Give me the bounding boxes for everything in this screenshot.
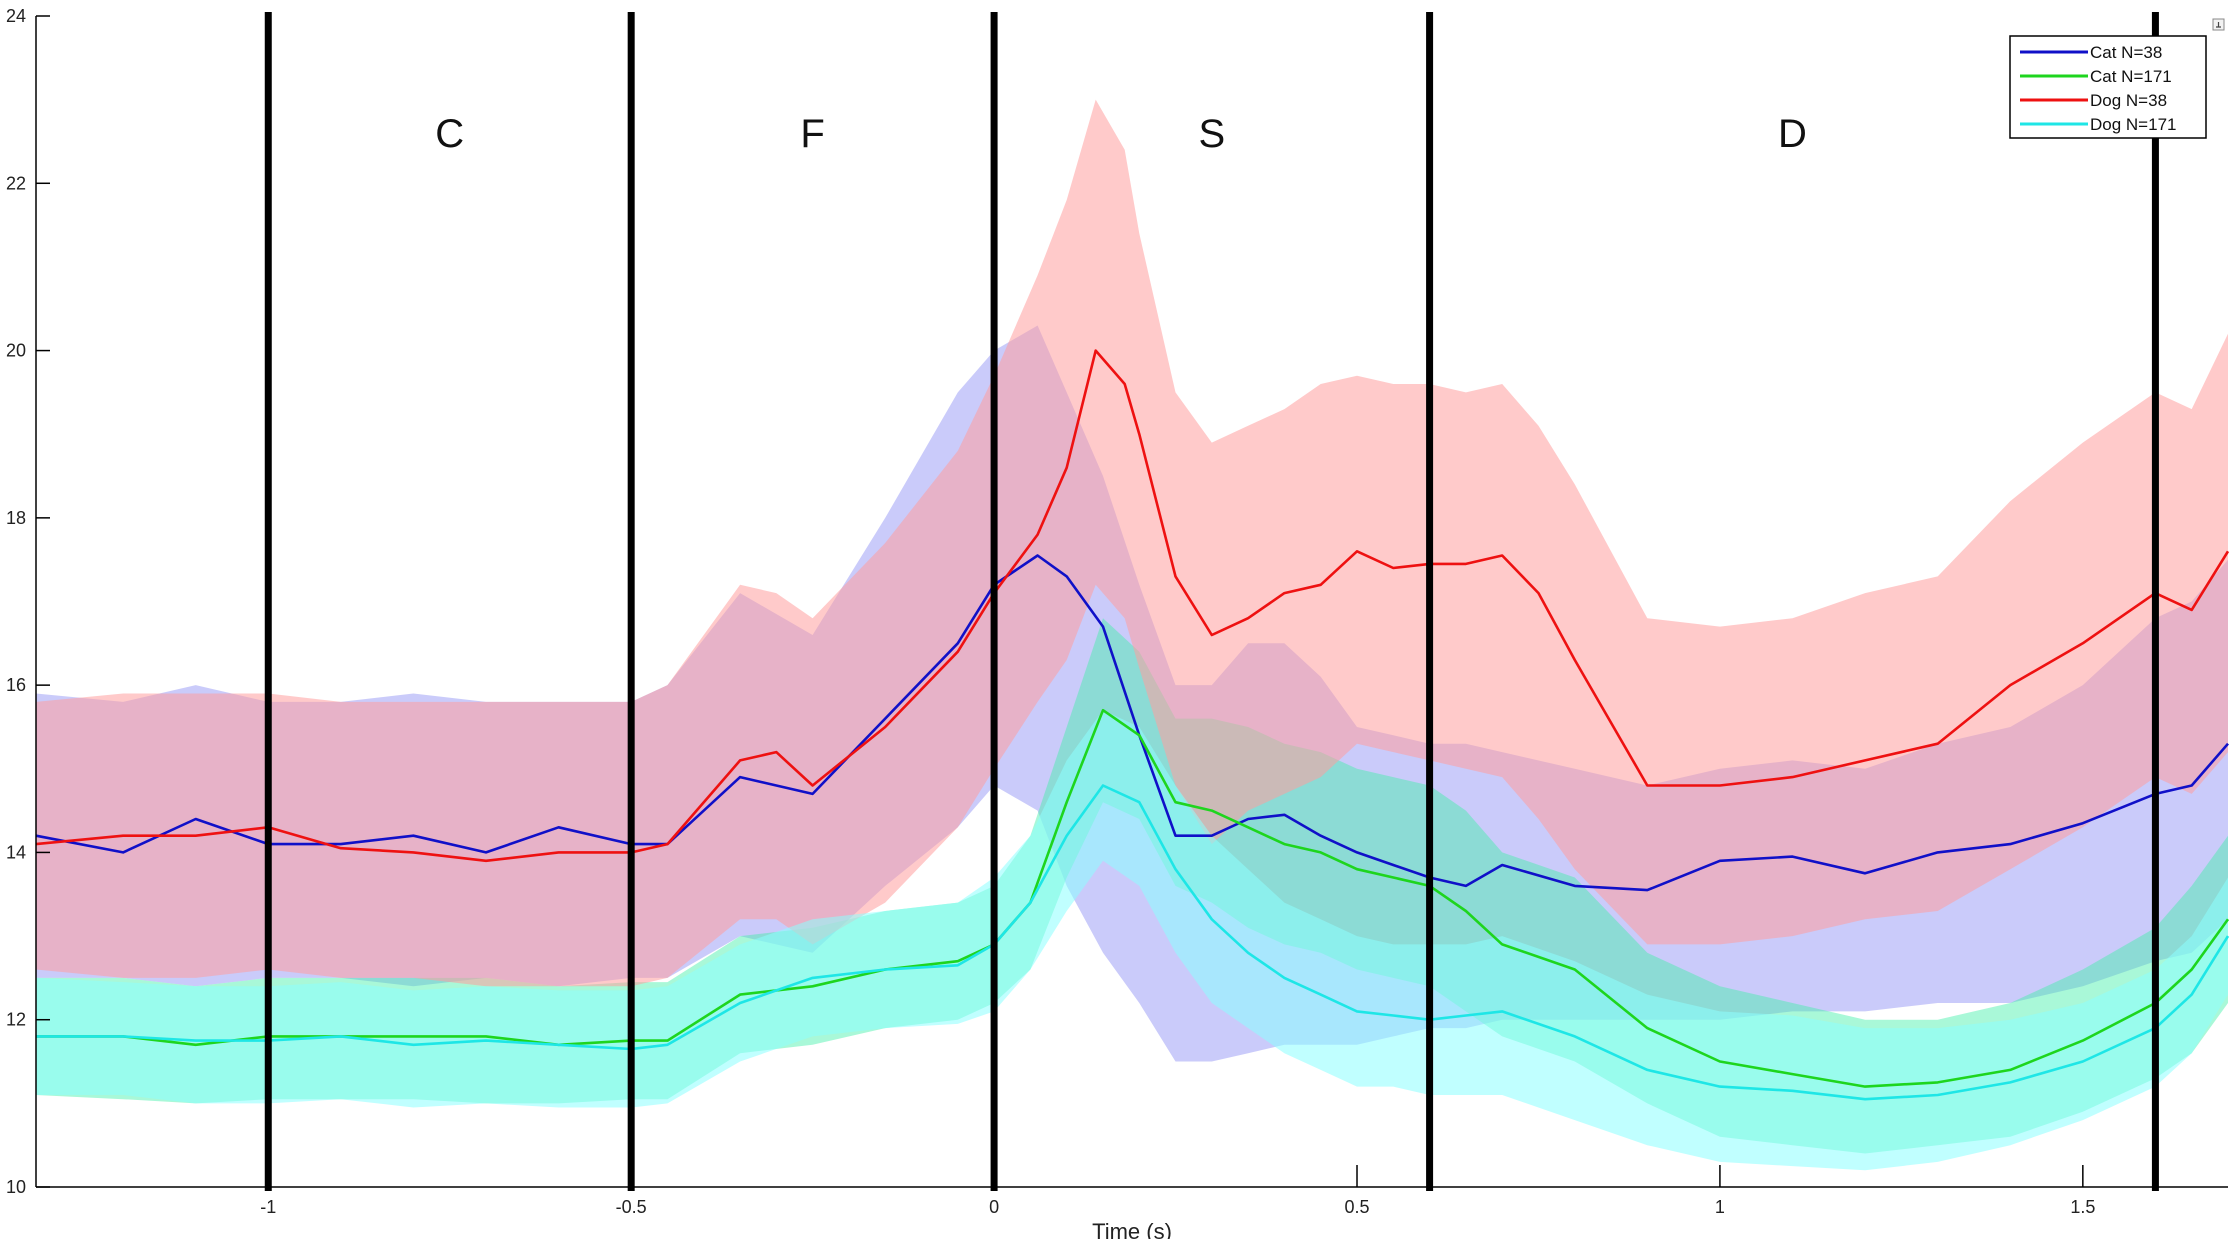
y-tick-label: 24 bbox=[6, 6, 26, 26]
phase-label-c: C bbox=[435, 112, 464, 156]
legend-entry-dog-n-38: Dog N=38 bbox=[2090, 91, 2167, 110]
legend-entry-cat-n-38: Cat N=38 bbox=[2090, 43, 2162, 62]
y-tick-label: 22 bbox=[6, 173, 26, 193]
legend-entry-cat-n-171: Cat N=171 bbox=[2090, 67, 2172, 86]
band-dog-n-171 bbox=[36, 710, 2228, 1171]
phase-label-f: F bbox=[800, 112, 824, 156]
series-lines bbox=[35, 349, 2230, 1101]
x-tick-label: -1 bbox=[260, 1197, 276, 1217]
legend-entry-dog-n-171: Dog N=171 bbox=[2090, 115, 2176, 134]
axes: 10 12 14 16 18 20 22 24 -1 -0.5 0 0.5 1 1.5 bbox=[6, 6, 2228, 1217]
phase-label-s: S bbox=[1198, 112, 1225, 156]
y-tick-label: 14 bbox=[6, 842, 26, 862]
y-tick-label: 18 bbox=[6, 508, 26, 528]
series-line-cat-n-171 bbox=[36, 708, 2230, 1088]
x-axis-title: Time (s) bbox=[1092, 1219, 1172, 1239]
x-tick-label: 1.5 bbox=[2070, 1197, 2095, 1217]
y-tick-label: 20 bbox=[6, 341, 26, 361]
legend: Cat N=38 Cat N=171 Dog N=38 Dog N=171 bbox=[2009, 35, 2207, 139]
series-line-dog-n-38 bbox=[35, 349, 2230, 863]
legend-expand-icon[interactable] bbox=[2212, 18, 2225, 31]
x-tick-label: -0.5 bbox=[616, 1197, 647, 1217]
y-tick-label: 12 bbox=[6, 1010, 26, 1030]
x-tick-label: 0.5 bbox=[1344, 1197, 1369, 1217]
y-tick-label: 10 bbox=[6, 1177, 26, 1197]
phase-label-d: D bbox=[1778, 112, 1807, 156]
y-tick-label: 16 bbox=[6, 675, 26, 695]
series-line-cat-n-38 bbox=[35, 554, 2229, 892]
phase-boundary-lines bbox=[264, 12, 2159, 1191]
band-dog-n-38 bbox=[36, 99, 2228, 987]
x-tick-label: 1 bbox=[1715, 1197, 1725, 1217]
x-tick-label: 0 bbox=[989, 1197, 999, 1217]
series-line-dog-n-171 bbox=[36, 784, 2230, 1101]
